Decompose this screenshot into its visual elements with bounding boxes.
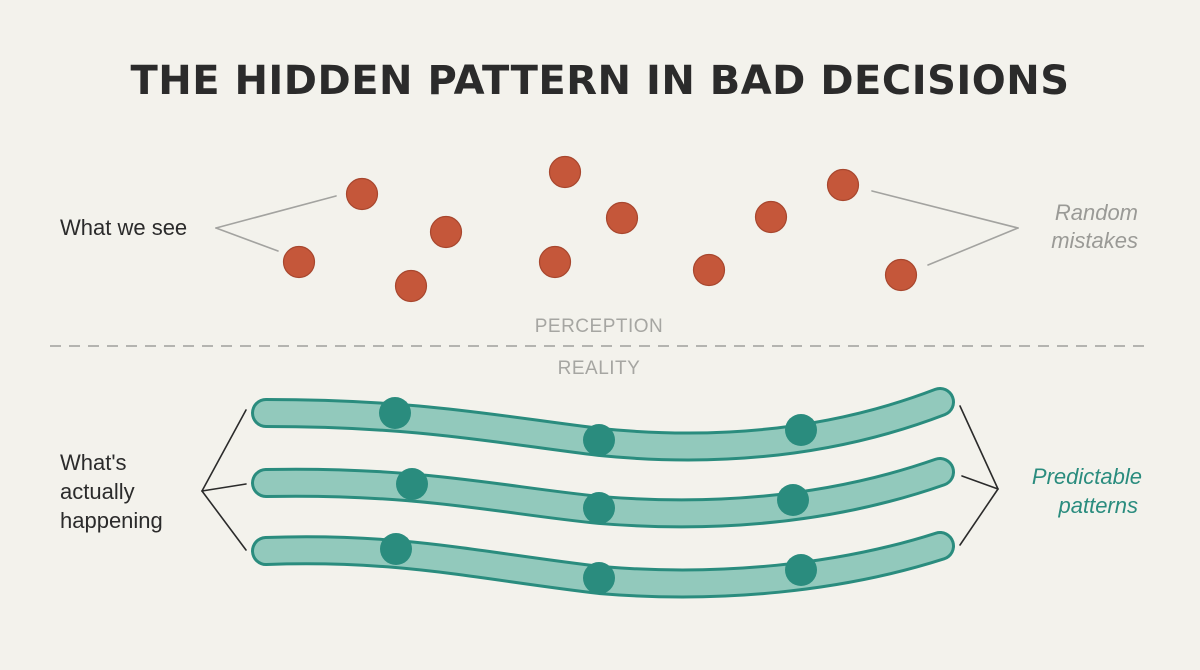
page-title: THE HIDDEN PATTERN IN BAD DECISIONS bbox=[130, 58, 1069, 104]
divider-label-reality: REALITY bbox=[558, 358, 641, 379]
reality-left-label-line-3: happening bbox=[60, 508, 163, 533]
pattern-node bbox=[785, 414, 817, 446]
pattern-band bbox=[251, 387, 955, 462]
pattern-node bbox=[396, 468, 428, 500]
mistake-dot bbox=[345, 177, 379, 211]
reality-right-label-line-1: Predictable bbox=[1032, 464, 1142, 489]
reality-left-label-line-1: What's bbox=[60, 450, 127, 475]
pattern-node bbox=[583, 492, 615, 524]
reality-section: What's actually happening Predictable pa… bbox=[60, 387, 1142, 599]
perception-right-label-line-1: Random bbox=[1055, 200, 1138, 225]
mistake-dot bbox=[605, 201, 639, 235]
mistake-dot bbox=[754, 200, 788, 234]
perception-left-bracket bbox=[215, 195, 337, 252]
reality-left-bracket bbox=[201, 409, 247, 551]
mistake-dot bbox=[884, 258, 918, 292]
perception-left-label: What we see bbox=[60, 215, 187, 240]
pattern-node bbox=[777, 484, 809, 516]
reality-right-label-line-2: patterns bbox=[1058, 493, 1139, 518]
divider-label-perception: PERCEPTION bbox=[535, 316, 664, 337]
pattern-node bbox=[379, 397, 411, 429]
pattern-node bbox=[583, 424, 615, 456]
mistake-dot bbox=[538, 245, 572, 279]
perception-section: What we see Random mistakes bbox=[60, 155, 1138, 303]
mistake-dot bbox=[548, 155, 582, 189]
mistake-dots bbox=[282, 155, 918, 303]
mistake-dot bbox=[429, 215, 463, 249]
pattern-band bbox=[251, 457, 955, 529]
mistake-dot bbox=[826, 168, 860, 202]
mistake-dot bbox=[394, 269, 428, 303]
mistake-dot bbox=[692, 253, 726, 287]
perception-reality-divider: PERCEPTION REALITY bbox=[50, 316, 1150, 379]
reality-left-label-line-2: actually bbox=[60, 479, 135, 504]
mistake-dot bbox=[282, 245, 316, 279]
pattern-node bbox=[583, 562, 615, 594]
pattern-node bbox=[380, 533, 412, 565]
pattern-band bbox=[251, 531, 955, 599]
reality-right-bracket bbox=[959, 405, 999, 546]
perception-right-bracket bbox=[871, 190, 1019, 266]
perception-right-label-line-2: mistakes bbox=[1051, 228, 1138, 253]
pattern-node bbox=[785, 554, 817, 586]
